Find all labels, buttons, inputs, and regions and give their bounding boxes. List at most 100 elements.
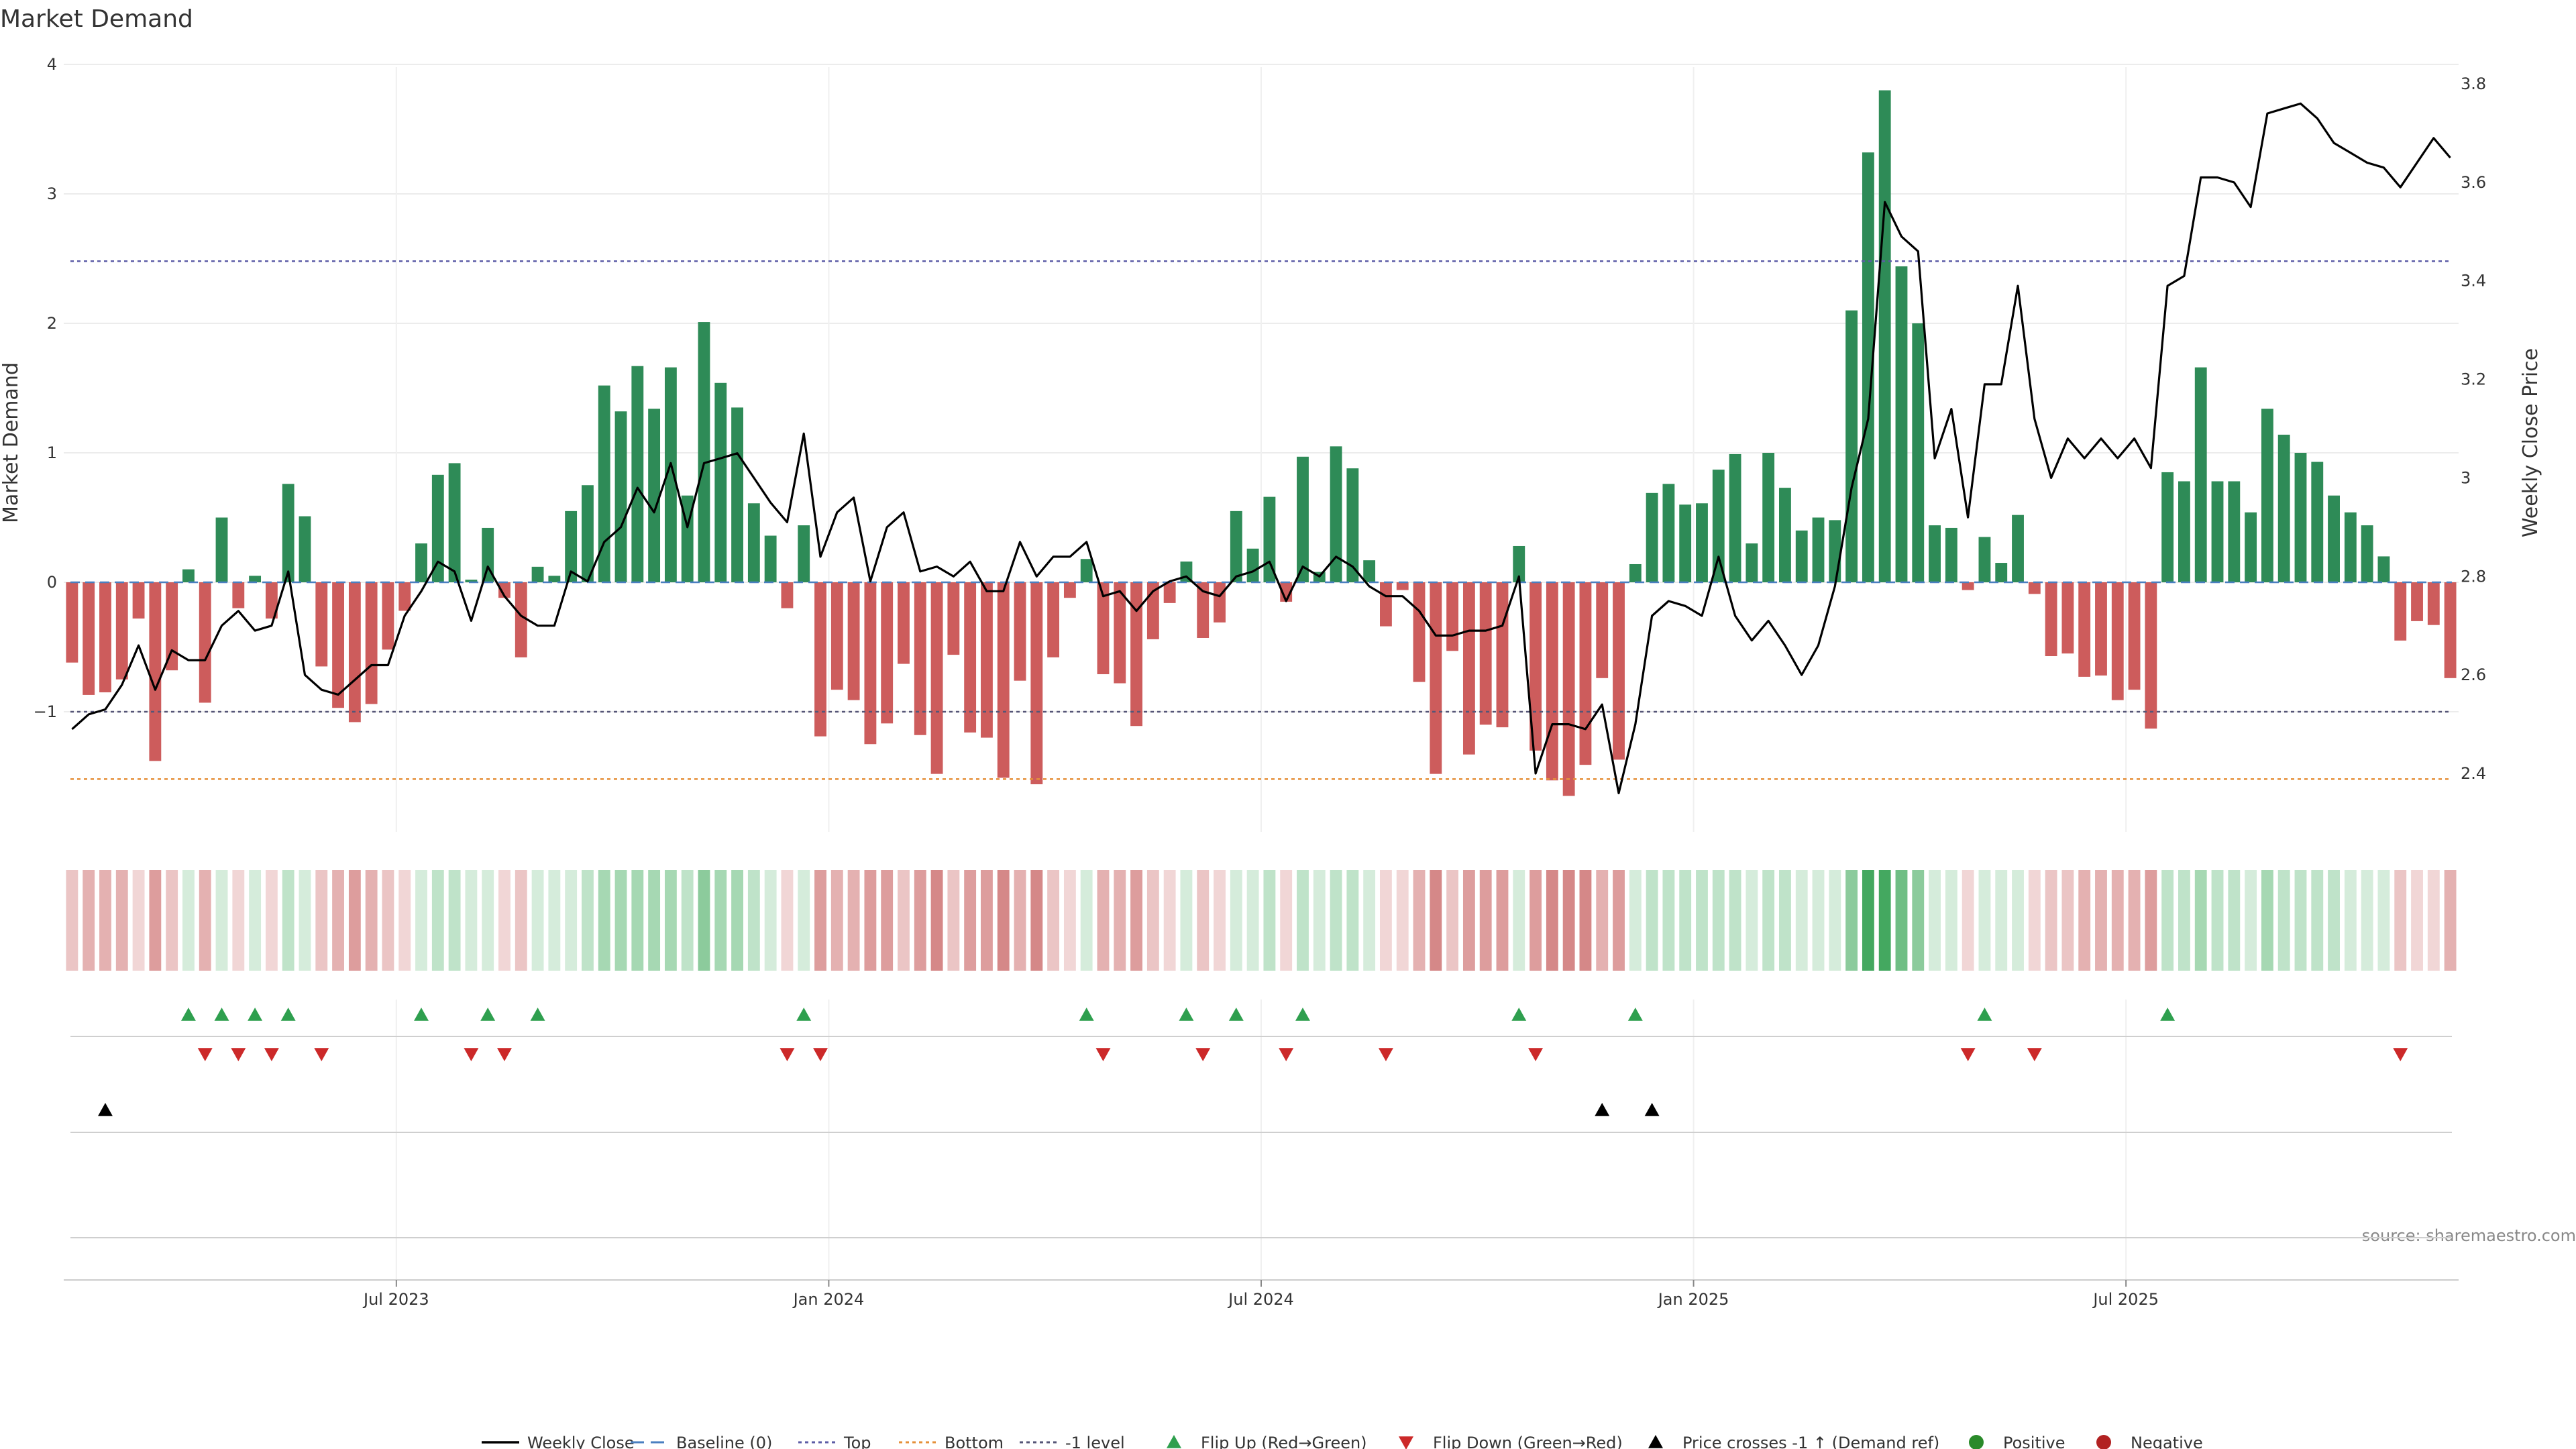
y-tick-label: −1 [34,702,57,721]
demand-bar [83,582,95,695]
strip-cell [598,870,610,971]
demand-bar [1795,530,1808,582]
demand-bar [2128,582,2141,690]
demand-bar [1014,582,1026,681]
strip-cell [1030,870,1043,971]
price-cross-marker [1644,1103,1660,1116]
strip-cell [2294,870,2307,971]
strip-cell [781,870,794,971]
flip-down-marker [197,1048,213,1061]
demand-bar [1779,488,1791,582]
strip-cell [115,870,128,971]
strip-cell [2444,870,2457,971]
strip-cell [1080,870,1093,971]
demand-bar [2194,367,2207,582]
demand-bar [199,582,211,703]
demand-bar [2344,512,2357,582]
demand-bar [2394,582,2407,641]
y-tick-label: 1 [47,443,57,462]
demand-bar [781,582,794,608]
demand-bar [1962,582,1974,590]
demand-bar [2427,582,2440,625]
strip-cell [714,870,727,971]
strip-cell [1496,870,1509,971]
flip-down-marker [464,1048,479,1061]
demand-bar [1646,492,1658,582]
strip-cell [1513,870,1525,971]
strip-cell [565,870,578,971]
demand-bar [1380,582,1392,627]
strip-cell [1662,870,1675,971]
strip-cell [398,870,411,971]
demand-bar [2028,582,2041,594]
strip-cell [1712,870,1725,971]
demand-bar [315,582,328,667]
flip-up-marker [1079,1008,1094,1021]
strip-cell [864,870,877,971]
demand-bar [132,582,145,619]
chart-title: Market Demand [0,5,193,33]
demand-bar [847,582,860,700]
demand-bar [1462,582,1475,755]
demand-bar [1929,525,1941,582]
strip-cell [498,870,511,971]
strip-cell [1114,870,1126,971]
strip-cell [747,870,760,971]
strip-cell [2061,870,2074,971]
demand-bar [2145,582,2157,729]
demand-bar [1346,468,1359,582]
strip-cell [1696,870,1708,971]
demand-bar [1845,310,1858,582]
source-label: source: sharemaestro.com [2362,1226,2576,1245]
demand-bar [614,411,627,582]
demand-bar [881,582,894,724]
legend-label-weekly-close: Weekly Close [527,1434,635,1449]
legend-label-flip-up: Flip Up (Red→Green) [1201,1434,1367,1449]
strip-cell [548,870,561,971]
flip-up-marker [2160,1008,2176,1021]
demand-bar [1579,582,1592,765]
demand-bar [1130,582,1142,727]
strip-cell [1446,870,1459,971]
strip-cell [1197,870,1210,971]
y-tick-label: 2 [47,314,57,333]
legend-marker-positive [1969,1435,1984,1449]
y2-tick-label: 2.8 [2461,567,2486,586]
demand-bar [598,385,610,582]
strip-cell [1929,870,1941,971]
demand-bar [365,582,378,704]
x-tick-label: Jul 2023 [362,1290,429,1309]
strip-cell [798,870,810,971]
strip-cell [981,870,993,971]
demand-bar [482,527,494,582]
close-price-series [71,102,2451,795]
strip-cell [431,870,444,971]
strip-cell [1546,870,1558,971]
legend-label-negative: Negative [2131,1434,2203,1449]
demand-bar [382,582,394,650]
strip-cell [847,870,860,971]
y-tick-label: 0 [47,573,57,592]
demand-bar [2211,481,2224,582]
demand-bar [2061,582,2074,654]
reference-lines [70,260,2452,780]
strip-cell [964,870,977,971]
strip-cell [1396,870,1409,971]
demand-bar [747,503,760,582]
demand-bar [1729,453,1741,582]
demand-bar [398,582,411,611]
strip-cell [1679,870,1692,971]
flip-up-marker [214,1008,229,1021]
demand-bar [1912,323,1925,582]
strip-cell [415,870,427,971]
strip-cell [149,870,162,971]
strip-cell [1363,870,1376,971]
strip-cell [881,870,894,971]
demand-bar [1829,520,1841,582]
demand-bar [1430,582,1442,774]
grid-lines [64,64,2459,1281]
legend-label-baseline: Baseline (0) [676,1434,772,1449]
strip-cell [1130,870,1142,971]
flip-down-marker [264,1048,279,1061]
